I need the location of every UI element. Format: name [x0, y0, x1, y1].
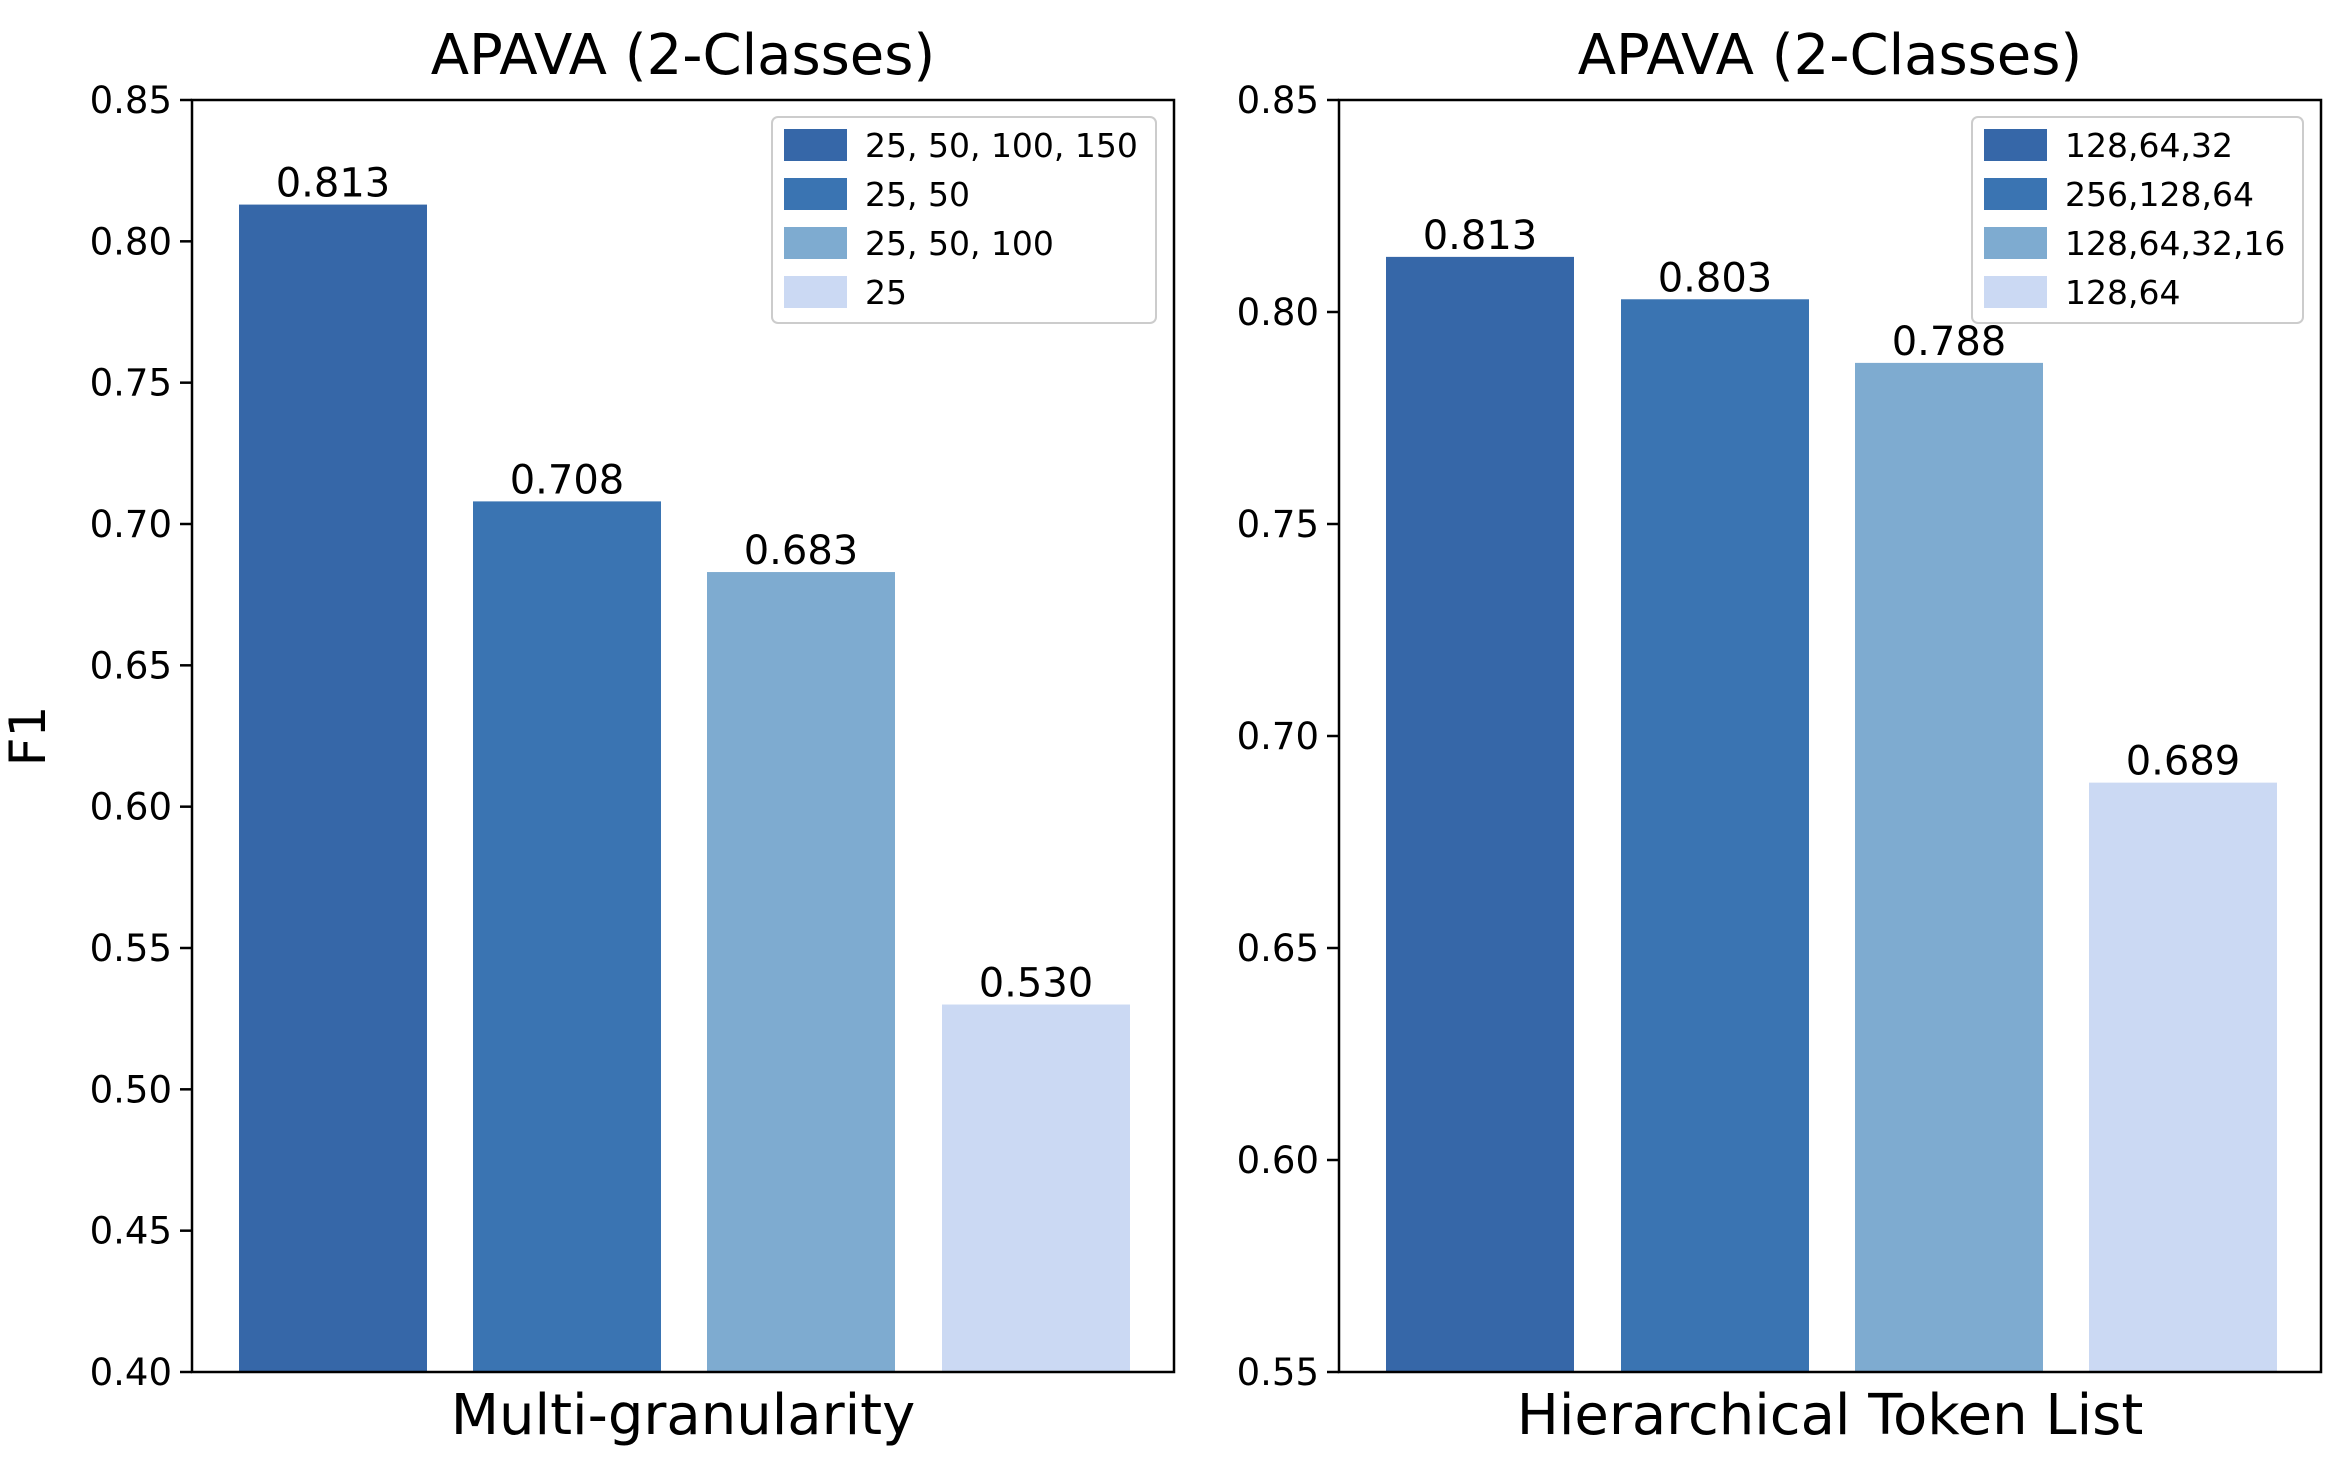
legend-entry: 128,64,32 [2065, 126, 2233, 165]
bar-value-label: 0.689 [2126, 739, 2241, 785]
legend-entry: 25, 50, 100 [865, 224, 1054, 263]
legend-swatch [1984, 276, 2047, 308]
y-tick-label: 0.65 [1237, 927, 1319, 970]
legend-entry: 128,64,32,16 [2065, 224, 2285, 263]
bar-value-label: 0.813 [1423, 213, 1538, 259]
bar-value-label: 0.803 [1658, 255, 1773, 301]
y-tick-label: 0.85 [1237, 79, 1319, 122]
y-tick-label: 0.60 [1237, 1139, 1319, 1182]
chart-panel-1: 0.813 0.708 0.683 0.530 0.40 0.45 0.50 0.55 0.60… [0, 23, 1176, 1448]
y-axis-label: F1 [0, 706, 57, 767]
y-tick-label: 0.80 [1237, 291, 1319, 334]
bar-1-1 [239, 204, 427, 1372]
legend-entry: 256,128,64 [2065, 175, 2254, 214]
bar-1-2 [473, 501, 661, 1372]
legend-swatch [784, 227, 847, 259]
chart-title: APAVA (2-Classes) [431, 23, 936, 88]
bar-2-3 [1855, 362, 2043, 1372]
legend-swatch [1984, 178, 2047, 210]
x-axis-label: Multi-granularity [451, 1383, 916, 1448]
bar-value-label: 0.788 [1892, 319, 2007, 365]
y-tick-label: 0.40 [90, 1351, 172, 1394]
y-tick-label: 0.55 [90, 927, 172, 970]
y-tick-label: 0.65 [90, 644, 172, 687]
bar-1-3 [707, 572, 895, 1372]
y-tick-label: 0.70 [90, 503, 172, 546]
bar-value-label: 0.683 [744, 528, 859, 574]
legend-swatch [784, 178, 847, 210]
legend-entry: 25, 50, 100, 150 [865, 126, 1138, 165]
legend-swatch [1984, 129, 2047, 161]
legend: 25, 50, 100, 150 25, 50 25, 50, 100 25 [771, 116, 1157, 324]
axes-frame [190, 98, 1176, 1374]
legend-entry: 25, 50 [865, 175, 970, 214]
y-tick-label: 0.85 [90, 79, 172, 122]
bar-2-2 [1621, 299, 1809, 1372]
legend: 128,64,32 256,128,64 128,64,32,16 128,64 [1971, 116, 2304, 324]
legend-entry: 128,64 [2065, 273, 2180, 312]
chart-panel-2: 0.813 0.803 0.788 0.689 0.55 0.60 0.65 0.70 0.75… [1237, 23, 2323, 1448]
y-tick-label: 0.45 [90, 1210, 172, 1253]
y-tick-label: 0.75 [90, 362, 172, 405]
bar-2-4 [2089, 782, 2277, 1372]
legend-swatch [784, 129, 847, 161]
legend-box [771, 116, 1157, 324]
y-tick-label: 0.80 [90, 220, 172, 263]
bar-value-label: 0.813 [276, 161, 391, 207]
chart-title: APAVA (2-Classes) [1578, 23, 2083, 88]
bar-1-4 [942, 1004, 1130, 1372]
bar-2-1 [1386, 256, 1574, 1372]
bar-value-label: 0.530 [979, 961, 1094, 1007]
y-tick-label: 0.75 [1237, 503, 1319, 546]
legend-swatch [1984, 227, 2047, 259]
y-tick-label: 0.60 [90, 786, 172, 829]
legend-entry: 25 [865, 273, 907, 312]
legend-swatch [784, 276, 847, 308]
y-tick-label: 0.70 [1237, 715, 1319, 758]
legend-box [1971, 116, 2304, 324]
x-axis-label: Hierarchical Token List [1517, 1383, 2144, 1448]
bar-value-label: 0.708 [510, 457, 625, 503]
y-tick-label: 0.50 [90, 1068, 172, 1111]
y-tick-label: 0.55 [1237, 1351, 1319, 1394]
